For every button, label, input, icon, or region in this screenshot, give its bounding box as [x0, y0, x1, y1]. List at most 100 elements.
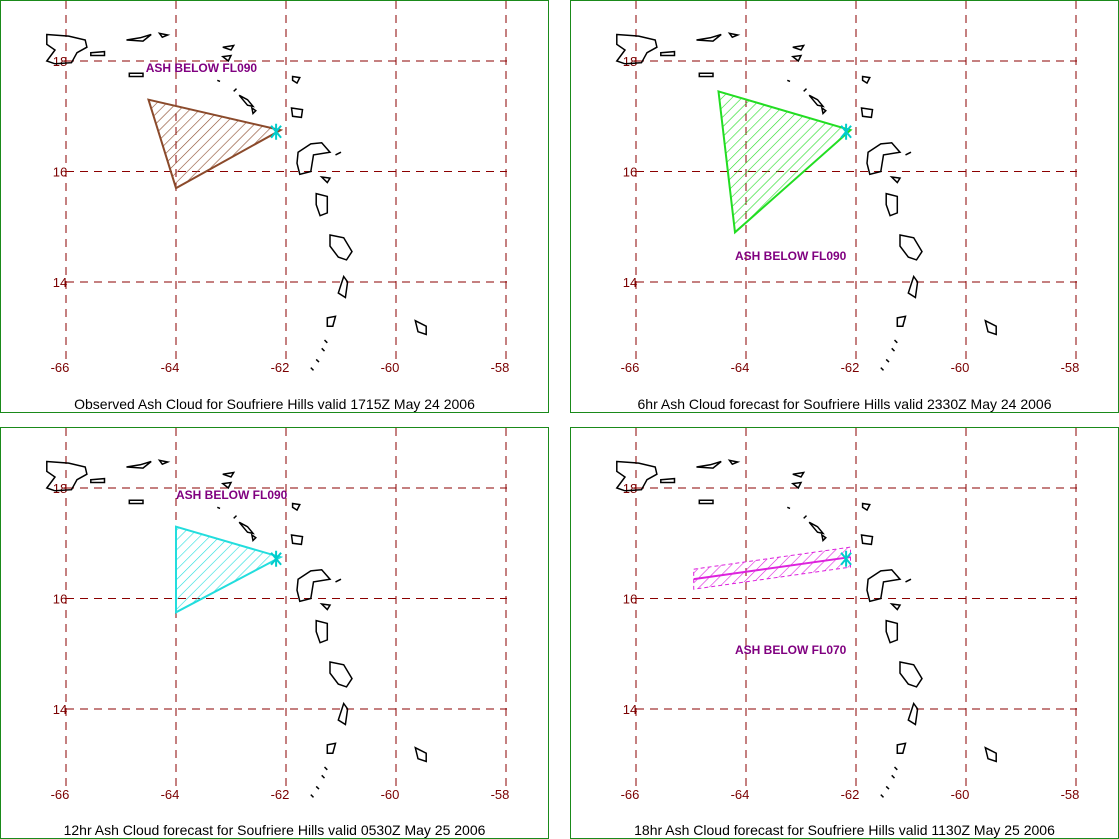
coastline	[698, 72, 714, 78]
lat-tick-label: 18	[53, 481, 67, 496]
panel-caption: 18hr Ash Cloud forecast for Soufriere Hi…	[634, 822, 1055, 838]
coastline	[787, 506, 791, 510]
coastline	[315, 785, 320, 790]
coastline	[891, 774, 896, 779]
map-canvas: 18 16 14 -66 -64 -62 -60 -58 ASH BELOW FL070	[615, 428, 1080, 802]
coastline	[90, 50, 106, 57]
lon-tick-label: -66	[621, 787, 640, 802]
coastline	[157, 32, 171, 39]
coastline	[866, 569, 902, 603]
coastline	[787, 79, 791, 83]
coastline	[250, 106, 257, 116]
map-canvas: 18 16 14 -66 -64 -62 -60 -58 ASH BELOW FL090	[45, 1, 509, 375]
lon-tick-label: -60	[381, 787, 400, 802]
ash-cloud-label: ASH BELOW FL070	[735, 643, 847, 657]
map-canvas: 18 16 14 -66 -64 -62 -60 -58 ASH BELOW FL090	[615, 1, 1080, 375]
coastline	[727, 459, 741, 466]
lon-tick-label: -58	[1061, 787, 1080, 802]
coastline	[315, 619, 329, 644]
ash-cloud-axis	[693, 556, 851, 581]
coastline	[866, 142, 902, 176]
volcano-marker	[840, 123, 852, 140]
coastline	[128, 72, 144, 78]
coastline	[238, 94, 255, 108]
lat-tick-label: 16	[53, 165, 67, 180]
panel-caption: 6hr Ash Cloud forecast for Soufriere Hil…	[637, 396, 1052, 412]
lat-tick-label: 14	[53, 275, 67, 290]
lon-tick-label: -64	[161, 787, 180, 802]
coastline	[233, 515, 238, 519]
coastline	[329, 234, 353, 261]
coastline	[414, 319, 427, 336]
coastline	[337, 701, 349, 726]
coastline	[820, 106, 827, 116]
coastline	[323, 766, 328, 771]
ash-cloud-label: ASH BELOW FL090	[176, 488, 288, 502]
coastline	[217, 506, 221, 510]
coastline	[90, 477, 106, 484]
coastline	[907, 274, 919, 299]
coastline	[128, 499, 144, 505]
coastline	[860, 534, 874, 546]
coastline	[337, 274, 349, 299]
coastline	[290, 534, 304, 546]
coastline	[885, 192, 899, 217]
coastline	[660, 50, 676, 57]
coastline	[323, 339, 328, 344]
coastline	[222, 471, 236, 478]
coastline	[296, 569, 332, 603]
coastline	[885, 619, 899, 644]
lat-tick-label: 18	[53, 54, 67, 69]
lon-tick-label: -64	[161, 360, 180, 375]
lon-tick-label: -60	[951, 360, 970, 375]
coastline	[126, 33, 152, 42]
panel-caption: Observed Ash Cloud for Soufriere Hills v…	[74, 396, 475, 412]
lon-tick-label: -60	[951, 787, 970, 802]
lat-tick-label: 16	[623, 592, 637, 607]
coastline	[792, 471, 806, 478]
coastline	[696, 460, 722, 469]
coastline	[310, 794, 315, 798]
panel-caption: 12hr Ash Cloud forecast for Soufriere Hi…	[63, 822, 486, 838]
coastline	[808, 94, 825, 108]
volcano-marker	[270, 550, 282, 567]
map-canvas: 18 16 14 -66 -64 -62 -60 -58 ASH BELOW FL090	[45, 428, 509, 802]
coastline	[315, 192, 329, 217]
coastline	[615, 33, 658, 65]
coastline	[326, 742, 337, 754]
ash-cloud-polygon	[717, 90, 853, 235]
coastline	[319, 602, 332, 611]
coastline	[310, 367, 315, 371]
coastline	[861, 502, 871, 512]
coastline	[808, 521, 825, 535]
coastline	[861, 75, 871, 85]
coastline	[45, 33, 88, 65]
volcano-marker	[840, 550, 852, 567]
coastline	[217, 79, 221, 83]
lat-tick-label: 18	[623, 54, 637, 69]
lon-tick-label: -58	[1061, 360, 1080, 375]
coastline	[126, 460, 152, 469]
coastline	[615, 460, 658, 492]
coastline	[820, 533, 827, 543]
coastline	[885, 785, 890, 790]
volcano-marker	[270, 123, 282, 140]
lon-tick-label: -62	[271, 360, 290, 375]
coastline	[891, 347, 896, 352]
coastline	[889, 175, 902, 184]
coastline	[291, 75, 301, 85]
lon-tick-label: -66	[621, 360, 640, 375]
coastline	[220, 54, 233, 63]
lon-tick-label: -64	[731, 360, 750, 375]
lat-tick-label: 16	[623, 165, 637, 180]
coastline	[696, 33, 722, 42]
coastline	[157, 459, 171, 466]
coastline	[315, 358, 320, 363]
coastline	[250, 533, 257, 543]
lon-tick-label: -66	[51, 360, 70, 375]
lon-tick-label: -60	[381, 360, 400, 375]
coastline	[290, 107, 304, 119]
coastline	[893, 339, 898, 344]
coastline	[220, 481, 233, 490]
lat-tick-label: 18	[623, 481, 637, 496]
